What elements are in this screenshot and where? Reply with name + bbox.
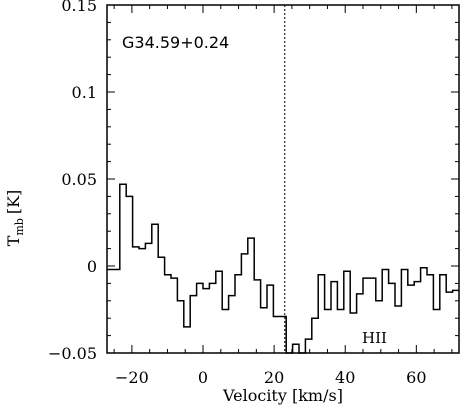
y-tick-label: 0.1 xyxy=(72,83,97,102)
x-tick-label: 60 xyxy=(406,368,426,387)
y-axis-title-sub: mb xyxy=(13,218,26,235)
hii-annotation: HII xyxy=(362,329,387,347)
tick-labels: −20 0 20 40 60 −0.05 0 0.05 0.1 0.15 xyxy=(48,0,427,387)
spectrum-line xyxy=(107,183,459,354)
axis-ticks xyxy=(107,4,459,354)
y-tick-label: −0.05 xyxy=(48,344,97,363)
x-tick-label: 20 xyxy=(264,368,284,387)
x-tick-label: 40 xyxy=(335,368,355,387)
x-axis-title: Velocity [km/s] xyxy=(222,386,343,405)
x-tick-label: −20 xyxy=(115,368,149,387)
y-axis-title-unit: [K] xyxy=(4,190,23,214)
y-tick-label: 0 xyxy=(87,257,97,276)
y-axis-title: Tmb [K] xyxy=(4,190,26,247)
source-label: G34.59+0.24 xyxy=(122,33,229,52)
x-tick-label: 0 xyxy=(198,368,208,387)
plot-frame xyxy=(106,4,460,354)
y-tick-label: 0.05 xyxy=(61,170,97,189)
y-tick-label: 0.15 xyxy=(61,0,97,15)
svg-text:Tmb[K]: Tmb [K] xyxy=(4,190,26,247)
y-axis-title-main: T xyxy=(4,235,23,246)
